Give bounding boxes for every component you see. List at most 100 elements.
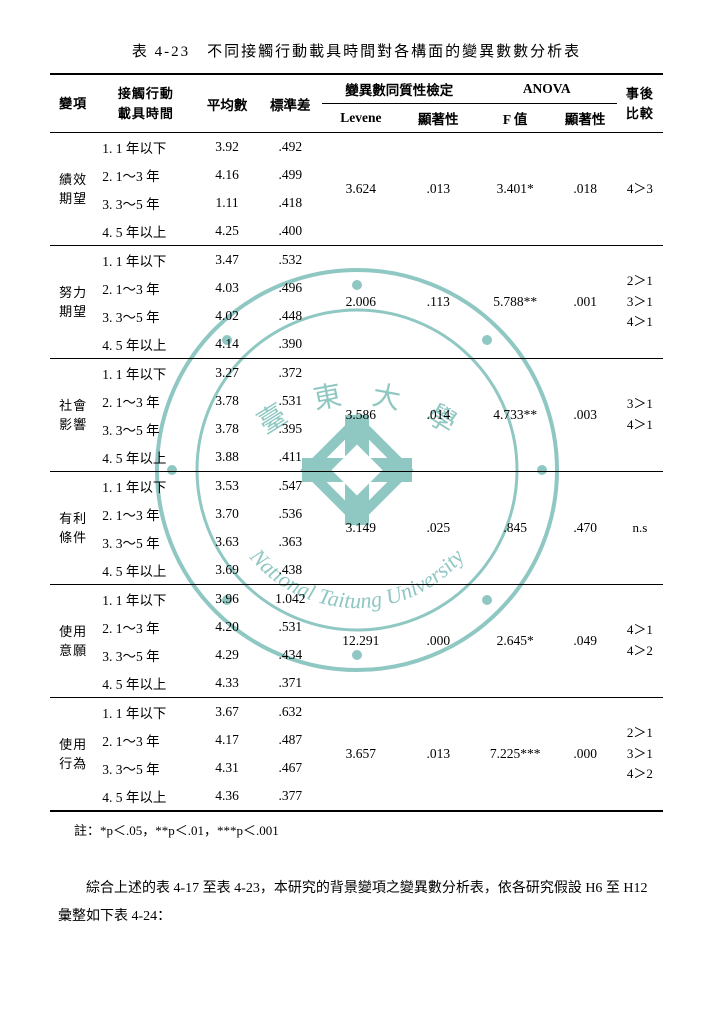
sd-cell: .467 [259, 754, 322, 782]
th-mean: 平均數 [196, 74, 259, 133]
sd-cell: .438 [259, 556, 322, 585]
th-sd: 標準差 [259, 74, 322, 133]
sig1-cell: .014 [400, 359, 477, 472]
th-group: 接觸行動 載具時間 [96, 74, 195, 133]
sd-cell: .411 [259, 443, 322, 472]
sd-cell: .492 [259, 133, 322, 162]
group-label: 2. 1～3 年 [96, 726, 195, 754]
sd-cell: .418 [259, 189, 322, 217]
group-label: 1. 1 年以下 [96, 133, 195, 162]
mean-cell: 3.69 [196, 556, 259, 585]
sd-cell: .496 [259, 274, 322, 302]
mean-cell: 3.96 [196, 585, 259, 614]
levene-cell: 2.006 [322, 246, 400, 359]
section-name: 使用 行為 [50, 698, 96, 812]
f-cell: 2.645* [477, 585, 554, 698]
mean-cell: 4.25 [196, 217, 259, 246]
mean-cell: 4.36 [196, 782, 259, 811]
th-var: 變項 [50, 74, 96, 133]
sig2-cell: .018 [554, 133, 617, 246]
sig1-cell: .000 [400, 585, 477, 698]
th-homog: 變異數同質性檢定 [322, 74, 477, 104]
group-label: 2. 1～3 年 [96, 161, 195, 189]
th-anova: ANOVA [477, 74, 617, 104]
sd-cell: .390 [259, 330, 322, 359]
mean-cell: 4.16 [196, 161, 259, 189]
f-cell: 5.788** [477, 246, 554, 359]
sig2-cell: .001 [554, 246, 617, 359]
group-label: 4. 5 年以上 [96, 443, 195, 472]
sd-cell: .363 [259, 528, 322, 556]
posthoc-cell: 4＞3 [617, 133, 663, 246]
table-title: 表 4-23 不同接觸行動載具時間對各構面的變異數數分析表 [50, 40, 663, 61]
anova-table: 變項 接觸行動 載具時間 平均數 標準差 變異數同質性檢定 ANOVA 事後 比… [50, 73, 663, 812]
mean-cell: 3.88 [196, 443, 259, 472]
f-cell: 3.401* [477, 133, 554, 246]
group-label: 3. 3～5 年 [96, 641, 195, 669]
sd-cell: .531 [259, 613, 322, 641]
section-name: 努力 期望 [50, 246, 96, 359]
group-label: 2. 1～3 年 [96, 613, 195, 641]
th-sig1: 顯著性 [400, 104, 477, 133]
f-cell: 4.733** [477, 359, 554, 472]
sig1-cell: .025 [400, 472, 477, 585]
mean-cell: 4.14 [196, 330, 259, 359]
group-label: 2. 1～3 年 [96, 500, 195, 528]
group-label: 1. 1 年以下 [96, 359, 195, 388]
mean-cell: 4.31 [196, 754, 259, 782]
sig2-cell: .000 [554, 698, 617, 812]
group-label: 2. 1～3 年 [96, 387, 195, 415]
mean-cell: 4.02 [196, 302, 259, 330]
sig2-cell: .003 [554, 359, 617, 472]
group-label: 1. 1 年以下 [96, 698, 195, 727]
sig1-cell: .013 [400, 698, 477, 812]
sd-cell: .487 [259, 726, 322, 754]
group-label: 4. 5 年以上 [96, 782, 195, 811]
section-name: 有利 條件 [50, 472, 96, 585]
mean-cell: 3.63 [196, 528, 259, 556]
mean-cell: 4.20 [196, 613, 259, 641]
mean-cell: 3.47 [196, 246, 259, 275]
th-sig2: 顯著性 [554, 104, 617, 133]
group-label: 3. 3～5 年 [96, 189, 195, 217]
posthoc-cell: n.s [617, 472, 663, 585]
sig2-cell: .049 [554, 585, 617, 698]
sd-cell: .632 [259, 698, 322, 727]
group-label: 3. 3～5 年 [96, 754, 195, 782]
sd-cell: .531 [259, 387, 322, 415]
sd-cell: .434 [259, 641, 322, 669]
sd-cell: .377 [259, 782, 322, 811]
group-label: 1. 1 年以下 [96, 246, 195, 275]
th-f: F 值 [477, 104, 554, 133]
sig1-cell: .013 [400, 133, 477, 246]
posthoc-cell: 2＞1 3＞1 4＞2 [617, 698, 663, 812]
mean-cell: 3.78 [196, 387, 259, 415]
mean-cell: 3.78 [196, 415, 259, 443]
sd-cell: .371 [259, 669, 322, 698]
sd-cell: .499 [259, 161, 322, 189]
mean-cell: 3.67 [196, 698, 259, 727]
mean-cell: 1.11 [196, 189, 259, 217]
levene-cell: 3.624 [322, 133, 400, 246]
section-name: 績效 期望 [50, 133, 96, 246]
sd-cell: .536 [259, 500, 322, 528]
section-name: 社會 影響 [50, 359, 96, 472]
sig2-cell: .470 [554, 472, 617, 585]
th-levene: Levene [322, 104, 400, 133]
sd-cell: .448 [259, 302, 322, 330]
posthoc-cell: 3＞1 4＞1 [617, 359, 663, 472]
sd-cell: .372 [259, 359, 322, 388]
group-label: 4. 5 年以上 [96, 556, 195, 585]
group-label: 3. 3～5 年 [96, 415, 195, 443]
group-label: 3. 3～5 年 [96, 302, 195, 330]
mean-cell: 4.03 [196, 274, 259, 302]
sd-cell: .395 [259, 415, 322, 443]
footnote: 註：*p＜.05，**p＜.01，***p＜.001 [50, 820, 663, 839]
levene-cell: 3.586 [322, 359, 400, 472]
sd-cell: .400 [259, 217, 322, 246]
mean-cell: 3.27 [196, 359, 259, 388]
group-label: 4. 5 年以上 [96, 217, 195, 246]
group-label: 2. 1～3 年 [96, 274, 195, 302]
sig1-cell: .113 [400, 246, 477, 359]
posthoc-cell: 2＞1 3＞1 4＞1 [617, 246, 663, 359]
